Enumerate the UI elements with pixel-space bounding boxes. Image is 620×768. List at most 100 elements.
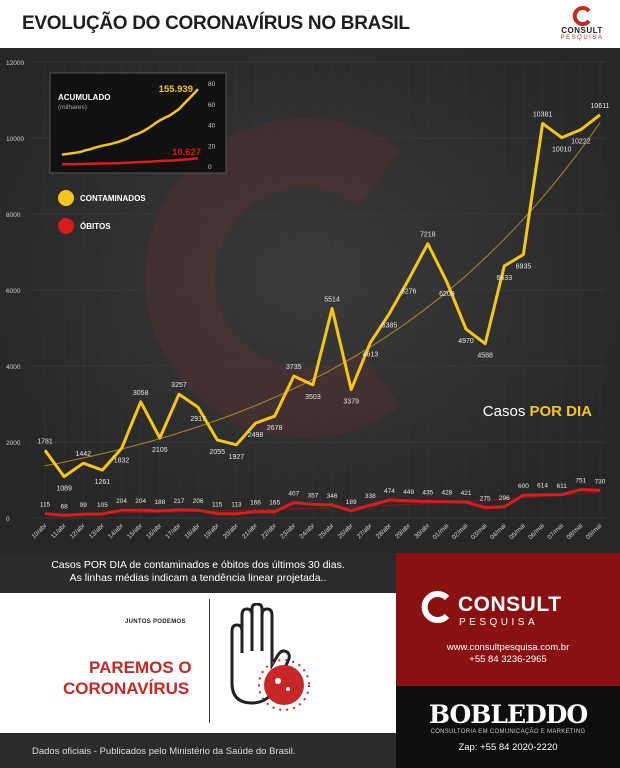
data-label-obitos: 189: [346, 499, 357, 506]
campaign-line-1: PAREMOS O: [89, 658, 192, 677]
data-label-obitos: 357: [308, 492, 319, 499]
data-label-contaminados: 10611: [591, 103, 610, 110]
data-label-obitos: 188: [154, 499, 165, 506]
y-axis: 0 2000 4000 6000 8000 10000 12000: [6, 60, 24, 523]
legend: CONTAMINADOS ÓBITOS: [58, 190, 146, 234]
page-title: EVOLUÇÃO DO CORONAVÍRUS NO BRASIL: [22, 13, 410, 34]
inset-y-tick-label: 80: [208, 81, 216, 88]
data-label-obitos: 407: [288, 491, 299, 498]
inset-total-contaminados: 155.939: [159, 84, 193, 95]
virus-icon: [258, 659, 310, 711]
consult-sub: PESQUISA: [459, 617, 539, 628]
data-label-contaminados: 1089: [56, 486, 72, 493]
data-label-contaminados: 2055: [209, 449, 225, 456]
data-label-contaminados: 1927: [229, 454, 245, 461]
stop-hand-virus-icon: [230, 603, 310, 711]
chart-annotation: Casos POR DIA: [483, 403, 592, 420]
series-obitos: [44, 488, 601, 517]
data-label-contaminados: 3257: [171, 382, 187, 389]
data-label-obitos: 730: [595, 478, 606, 485]
inset-y-tick-label: 60: [208, 102, 216, 109]
y-tick-label: 2000: [6, 440, 21, 447]
y-tick-label: 4000: [6, 364, 21, 371]
data-label-obitos: 204: [135, 498, 146, 505]
inset-total-obitos: 10.627: [172, 147, 201, 158]
data-label-obitos: 614: [537, 483, 548, 490]
data-label-obitos: 115: [212, 502, 223, 509]
logo-brand: CONSULT: [561, 26, 603, 35]
data-label-contaminados: 5385: [382, 322, 398, 329]
data-label-contaminados: 2498: [248, 432, 264, 439]
data-label-contaminados: 2917: [190, 416, 206, 423]
trend-line-contaminados: [44, 122, 601, 467]
consult-url[interactable]: www.consultpesquisa.com.br: [446, 642, 570, 653]
data-label-contaminados: 1442: [75, 451, 91, 458]
inset-line-obitos: [62, 157, 199, 166]
y-tick-label: 0: [6, 516, 10, 523]
campaign-line-2: CORONAVÍRUS: [63, 679, 190, 698]
data-label-contaminados: 3503: [305, 394, 321, 401]
inset-y-tick-label: 0: [208, 164, 212, 171]
consult-panel: CONSULT PESQUISA www.consultpesquisa.com…: [396, 553, 620, 686]
data-label-contaminados: 2678: [267, 425, 283, 432]
caption-line-2: As linhas médias indicam a tendência lin…: [69, 572, 327, 584]
chart-caption: Casos POR DIA de contaminados e óbitos d…: [0, 553, 396, 593]
data-label-contaminados: 6935: [516, 263, 532, 270]
data-label-obitos: 204: [116, 498, 127, 505]
caption-line-1: Casos POR DIA de contaminados e óbitos d…: [51, 559, 345, 571]
data-label-obitos: 68: [61, 503, 69, 510]
data-label-contaminados: 4588: [477, 353, 493, 360]
data-label-contaminados: 7218: [420, 232, 436, 239]
data-label-contaminados: 6276: [401, 289, 417, 296]
legend-marker-obitos: [58, 218, 74, 234]
data-label-contaminados: 6209: [439, 291, 455, 298]
data-label-contaminados: 1261: [95, 479, 111, 486]
data-label-obitos: 217: [174, 498, 185, 505]
footer: Dados oficiais - Publicados pelo Ministé…: [0, 733, 396, 768]
series-contaminados: [43, 113, 601, 479]
inset-subtitle: (milhares): [58, 104, 87, 111]
bobleddo-logo: BOBLEDDO: [428, 700, 588, 729]
campaign-panel: JUNTOS PODEMOS PAREMOS O CORONAVÍRUS: [0, 593, 396, 733]
campaign-divider: [209, 599, 210, 723]
logo-sub: PESQUISA: [560, 35, 604, 41]
legend-marker-contaminados: [58, 190, 74, 206]
data-label-obitos: 611: [557, 483, 568, 490]
data-label-contaminados: 10222: [571, 139, 591, 146]
data-label-contaminados: 4613: [363, 352, 379, 359]
data-label-obitos: 474: [384, 488, 395, 495]
data-label-contaminados: 1781: [37, 438, 53, 445]
y-tick-label: 6000: [6, 288, 21, 295]
data-label-contaminados: 10381: [533, 112, 553, 119]
trend-line-obitos: [44, 491, 601, 515]
data-label-obitos: 346: [327, 493, 338, 500]
annotation-casos: Casos: [483, 403, 530, 420]
data-label-contaminados: 2105: [152, 447, 168, 454]
data-label-obitos: 113: [231, 502, 242, 509]
data-label-obitos: 165: [269, 500, 280, 507]
consult-brand: CONSULT: [458, 593, 562, 616]
data-label-contaminados: 5514: [324, 296, 340, 303]
bobleddo-tagline: CONSULTORIA EM COMUNICAÇÃO E MARKETING: [430, 729, 586, 735]
annotation-por-dia: POR DIA: [529, 403, 592, 420]
data-label-obitos: 206: [193, 498, 204, 505]
consult-logo-icon-large: [421, 591, 450, 623]
data-label-obitos: 600: [518, 483, 529, 490]
consult-phone: +55 84 3236-2965: [469, 654, 547, 665]
inset-y-tick-label: 20: [208, 143, 216, 150]
data-label-obitos: 115: [40, 502, 51, 509]
line-contaminados: [43, 113, 601, 479]
y-tick-label: 12000: [6, 60, 24, 67]
consult-logo-icon: [572, 6, 591, 26]
data-label-contaminados: 6633: [497, 275, 513, 282]
data-label-obitos: 338: [365, 493, 376, 500]
inset-chart: ACUMULADO (milhares) 0 20 40 60 80 155.939 1…: [49, 72, 227, 174]
y-tick-label: 10000: [6, 136, 24, 143]
y-tick-label: 8000: [6, 212, 21, 219]
data-label-obitos: 751: [575, 477, 586, 484]
inset-background: [49, 72, 227, 174]
line-obitos: [44, 488, 601, 517]
data-label-obitos: 99: [80, 502, 88, 509]
data-label-obitos: 275: [480, 496, 491, 503]
